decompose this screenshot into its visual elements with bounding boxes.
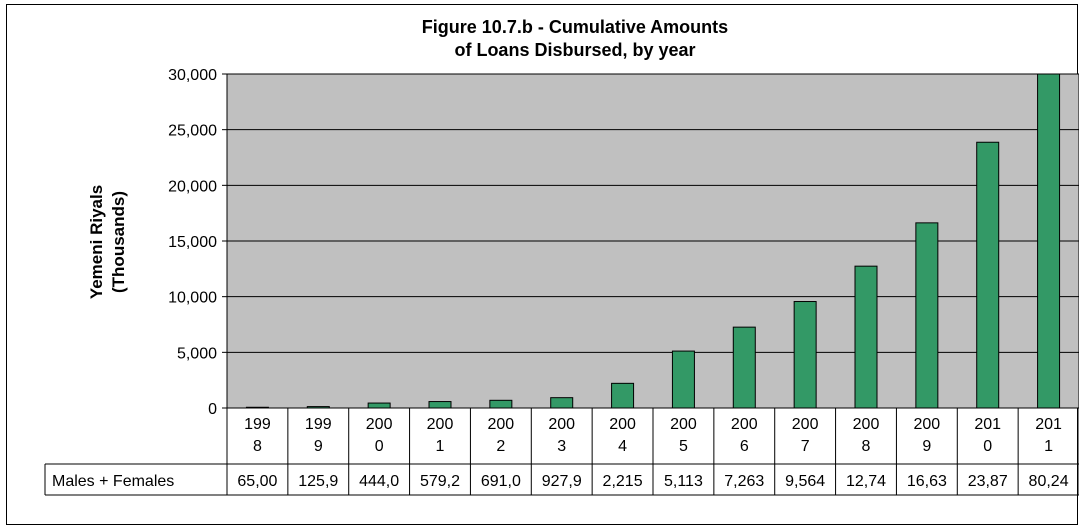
table-value-cell: 12,74 [846, 473, 886, 490]
x-category-label: 1 [436, 438, 445, 455]
bar [611, 382, 635, 409]
y-axis-label-line-2: (Thousands) [109, 191, 128, 293]
bar [732, 326, 756, 409]
x-category-label: 200 [914, 416, 941, 433]
bar [428, 401, 452, 409]
data-table: 199 8 199 9 200 0 200 1 200 2 200 3 200 4 200 5 200 6 200 7… [44, 408, 1079, 496]
table-value-cell: 444,0 [359, 473, 399, 490]
x-category-label: 200 [427, 416, 454, 433]
y-tick-label: 25,000 [168, 123, 217, 140]
bar [793, 301, 817, 409]
table-value-cell: 125,9 [298, 473, 338, 490]
bar [367, 402, 391, 409]
x-category-label: 1 [1044, 438, 1053, 455]
x-category-label: 5 [679, 438, 688, 455]
x-category-label: 3 [557, 438, 566, 455]
x-category-label: 200 [366, 416, 393, 433]
x-category-label: 9 [922, 438, 931, 455]
x-category-label: 9 [314, 438, 323, 455]
chart-title: Figure 10.7.b - Cumulative Amounts of Lo… [422, 17, 728, 60]
table-value-cell: 691,0 [481, 473, 521, 490]
table-series-name: Males + Females [52, 473, 174, 490]
x-category-label: 200 [548, 416, 575, 433]
x-category-label: 0 [375, 438, 384, 455]
x-category-label: 201 [1035, 416, 1062, 433]
table-value-cell: 579,2 [420, 473, 460, 490]
y-tick-label: 30,000 [168, 67, 217, 84]
y-axis-label-line-1: Yemeni Riyals [87, 185, 106, 299]
table-value-cell: 16,63 [907, 473, 947, 490]
y-tick-label: 10,000 [168, 290, 217, 307]
x-category-label: 201 [974, 416, 1001, 433]
bar [671, 350, 695, 409]
x-category-label: 200 [609, 416, 636, 433]
table-value-cell: 65,00 [237, 473, 277, 490]
table-value-cell: 9,564 [785, 473, 825, 490]
table-value-cell: 7,263 [724, 473, 764, 490]
x-category-label: 200 [488, 416, 515, 433]
bar [915, 222, 939, 409]
x-category-label: 4 [618, 438, 627, 455]
table-value-cell: 927,9 [542, 473, 582, 490]
x-category-label: 2 [496, 438, 505, 455]
bar [854, 265, 878, 409]
x-category-label: 199 [305, 416, 332, 433]
table-value-cell: 2,215 [603, 473, 643, 490]
chart-title-line-1: Figure 10.7.b - Cumulative Amounts [422, 17, 728, 37]
y-tick-label: 5,000 [177, 345, 217, 362]
x-category-label: 8 [253, 438, 262, 455]
bars [245, 73, 1061, 409]
x-category-label: 6 [740, 438, 749, 455]
y-axis-ticks: 0 5,000 10,000 15,000 20,000 25,000 30,000 [168, 67, 227, 418]
bar [489, 399, 513, 409]
x-category-label: 200 [853, 416, 880, 433]
x-category-label: 200 [792, 416, 819, 433]
x-category-label: 200 [670, 416, 697, 433]
bar [245, 406, 269, 409]
y-tick-label: 0 [208, 401, 217, 418]
bar [976, 141, 1000, 409]
x-category-label: 200 [731, 416, 758, 433]
y-axis-label: Yemeni Riyals (Thousands) [87, 185, 128, 299]
bar [306, 406, 330, 409]
table-value-cell: 23,87 [968, 473, 1008, 490]
bar [550, 397, 574, 409]
table-value-cell: 5,113 [664, 473, 703, 490]
bar [1037, 73, 1061, 409]
x-category-label: 7 [801, 438, 810, 455]
x-category-label: 199 [244, 416, 271, 433]
x-category-label: 0 [983, 438, 992, 455]
chart-frame: Figure 10.7.b - Cumulative Amounts of Lo… [6, 4, 1079, 525]
chart-title-line-2: of Loans Disbursed, by year [454, 40, 695, 60]
y-tick-label: 20,000 [168, 178, 217, 195]
x-category-label: 8 [862, 438, 871, 455]
bar-chart: Figure 10.7.b - Cumulative Amounts of Lo… [44, 17, 1079, 496]
y-tick-label: 15,000 [168, 234, 217, 251]
table-value-cell: 80,24 [1029, 473, 1069, 490]
